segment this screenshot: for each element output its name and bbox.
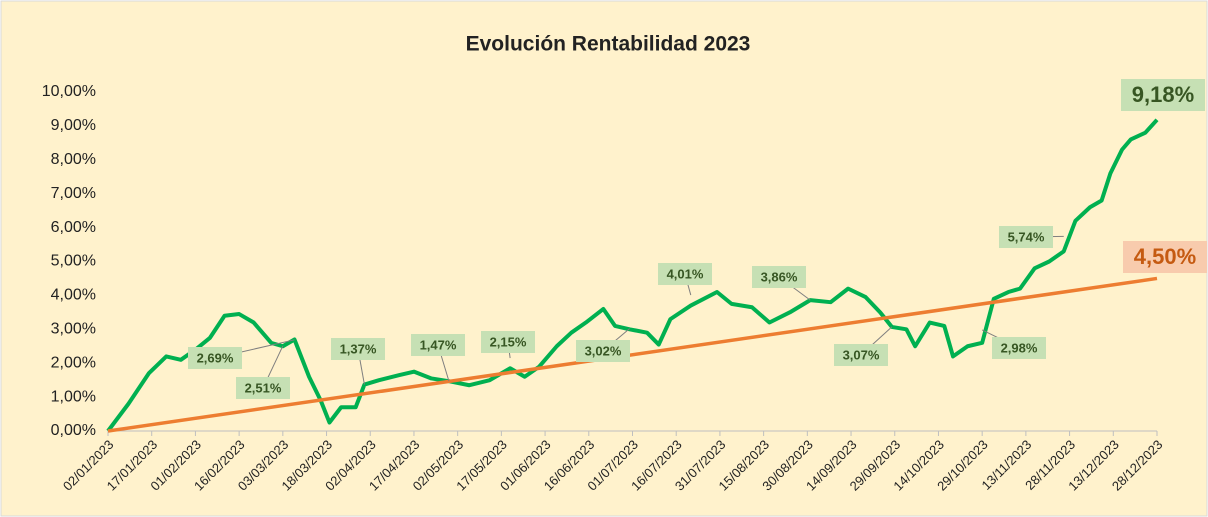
callout-box: [188, 347, 242, 369]
callout-label: 1,37%: [340, 341, 377, 356]
y-tick-label: 5,00%: [51, 253, 96, 270]
y-tick-label: 0,00%: [51, 422, 96, 439]
callout-label: 3,86%: [761, 269, 798, 284]
y-tick-label: 3,00%: [51, 321, 96, 338]
y-tick-label: 8,00%: [51, 151, 96, 168]
series-line: [107, 276, 1158, 433]
series-line: [106, 118, 1159, 433]
y-tick-label: 10,00%: [42, 83, 96, 100]
callout-label: 2,15%: [490, 334, 527, 349]
callout-label: 4,01%: [667, 266, 704, 281]
callout-label: 2,98%: [1001, 340, 1038, 355]
end-label: 4,50%: [1134, 244, 1196, 269]
callout-box: [576, 340, 630, 362]
callout-label: 2,51%: [245, 380, 282, 395]
callout-label: 5,74%: [1008, 229, 1045, 244]
end-label-box: [1123, 241, 1207, 273]
callout-label: 3,02%: [585, 343, 622, 358]
callout-label: 2,69%: [197, 350, 234, 365]
y-tick-label: 7,00%: [51, 185, 96, 202]
y-tick-label: 1,00%: [51, 388, 96, 405]
callout-box: [658, 263, 712, 285]
callout-label: 3,07%: [843, 347, 880, 362]
callout-box: [331, 338, 385, 360]
callout-label: 1,47%: [420, 337, 457, 352]
callout-box: [481, 331, 535, 353]
chart-title: Evolución Rentabilidad 2023: [466, 33, 751, 56]
callout-box: [834, 344, 888, 366]
callout-box: [236, 377, 290, 399]
y-tick-label: 4,00%: [51, 287, 96, 304]
end-label-box: [1121, 79, 1205, 111]
y-tick-label: 2,00%: [51, 354, 96, 371]
callout-box: [999, 226, 1053, 248]
callout-box: [992, 337, 1046, 359]
callout-box: [752, 266, 806, 288]
y-tick-label: 6,00%: [51, 219, 96, 236]
end-label: 9,18%: [1132, 82, 1194, 107]
callout-box: [411, 334, 465, 356]
y-tick-label: 9,00%: [51, 117, 96, 134]
